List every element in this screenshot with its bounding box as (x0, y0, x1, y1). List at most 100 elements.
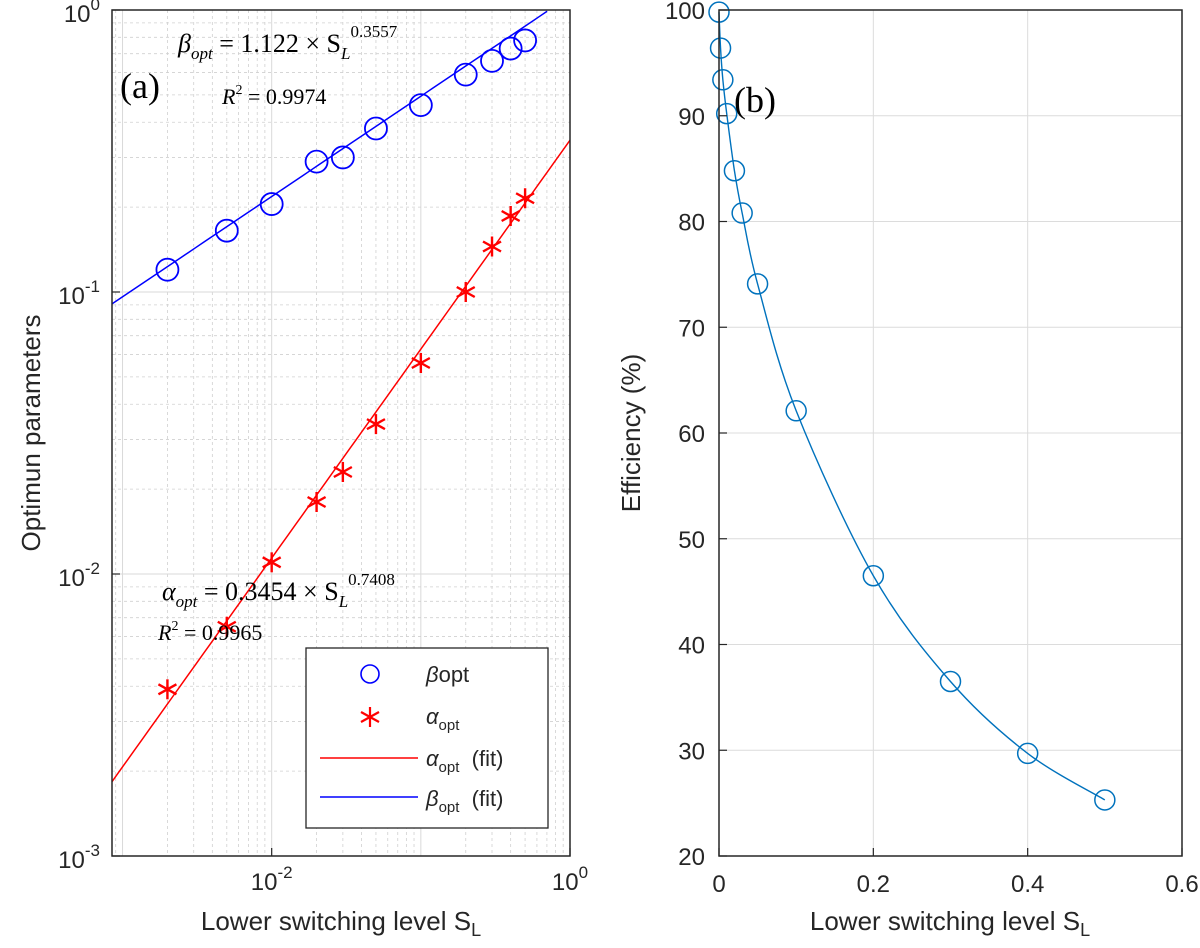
alpha-opt-point (217, 616, 237, 637)
tick-base: 10 (58, 847, 85, 874)
beta-eq-exp: 0.3557 (350, 22, 397, 41)
legend-3-text: (fit) (459, 786, 503, 811)
legend-box (305, 647, 549, 829)
legend-2-text: (fit) (459, 746, 503, 771)
fit-line-beta-opt-fit- (111, 10, 548, 305)
beta-r2-symbol: R (221, 84, 236, 109)
legend-3-sub: opt (439, 799, 461, 816)
panel-a-label: (a) (120, 66, 160, 106)
beta-opt-point (513, 28, 537, 53)
beta-opt-point (214, 218, 239, 243)
alpha-opt-point-stroke (456, 285, 476, 299)
panel-a-x-axis-label: Lower switching level SL (201, 906, 481, 940)
beta-eq-sub2: L (340, 44, 350, 63)
panel-b-xlabel-main: Lower switching level S (810, 906, 1080, 936)
legend-beta-marker-symbol (360, 664, 380, 684)
legend-entry-beta-opt: βopt (425, 662, 469, 687)
panel-b-series-line (718, 12, 1106, 801)
panel-b-ticks: 0 0.2 0.4 0.6 20 30 40 50 60 70 80 90 100 (665, 0, 1199, 898)
alpha-opt-point (157, 679, 178, 700)
tick-exponent: -2 (85, 559, 100, 578)
legend-1-greek: α (426, 704, 440, 729)
alpha-r2-symbol: R (157, 620, 172, 645)
alpha-opt-point-stroke (501, 209, 521, 223)
panel-b-y-tick-label: 50 (678, 527, 705, 554)
panel-b-x-tick-label: 0.2 (857, 871, 890, 898)
tick-exponent: -3 (85, 841, 100, 860)
panel-b-label: (b) (734, 80, 776, 120)
legend-alpha-marker-symbol (360, 707, 380, 727)
panel-b-y-tick-label: 90 (678, 104, 705, 131)
alpha-opt-point-stroke (411, 356, 431, 370)
beta-opt-point (155, 257, 180, 282)
alpha-eq-sub: opt (176, 592, 199, 611)
alpha-opt-point (262, 552, 282, 573)
beta-eq-mid: = 1.122 × S (213, 29, 341, 58)
tick-base: 10 (251, 869, 278, 896)
efficiency-point (712, 69, 734, 91)
beta-r2-sup: 2 (235, 83, 242, 98)
panel-b-y-tick-label: 70 (678, 315, 705, 342)
panel-a-axes-box (111, 9, 571, 857)
panel-b-xlabel-sub: L (1080, 920, 1090, 940)
beta-opt-point (259, 192, 284, 216)
efficiency-point (785, 400, 807, 422)
panel-a-x-tick-label: 100 (552, 863, 588, 896)
panel-a-y-tick-label: 10-2 (58, 559, 100, 592)
alpha-opt-point-stroke (366, 418, 386, 431)
panel-b-y-tick-label: 80 (678, 210, 705, 237)
alpha-eq-mid: = 0.3454 × S (197, 577, 338, 606)
legend-0-text: opt (439, 662, 470, 687)
panel-b-x-tick-label: 0.4 (1011, 871, 1044, 898)
panel-a-markers (155, 28, 537, 700)
legend-2-greek: α (426, 746, 440, 771)
beta-fit-r2: R2 = 0.9974 (221, 83, 326, 109)
beta-opt-point (304, 149, 329, 174)
efficiency-point (862, 565, 885, 587)
alpha-r2-sup: 2 (171, 619, 178, 634)
beta-eq-symbol: β (177, 29, 191, 58)
panel-a-xlabel-main: Lower switching level S (201, 906, 471, 936)
panel-a-y-axis-label: Optimun parameters (16, 315, 46, 552)
beta-opt-point (408, 93, 433, 118)
alpha-opt-point-stroke (515, 192, 535, 205)
panel-a-y-tick-label: 10-1 (58, 277, 100, 310)
alpha-opt-point (366, 414, 386, 435)
panel-a-y-tick-label: 100 (64, 0, 100, 28)
alpha-opt-point-stroke (307, 495, 327, 509)
legend-1-sub: opt (439, 717, 461, 734)
legend: βopt αopt αopt (fit) βopt (fit) (305, 647, 549, 829)
beta-opt-point (498, 36, 523, 61)
panel-b-x-tick-label: 0.6 (1165, 871, 1198, 898)
efficiency-point (709, 37, 732, 59)
panel-a-xlabel-sub: L (471, 920, 481, 940)
panel-a-y-tick-label: 10-3 (58, 841, 100, 874)
efficiency-point (1094, 789, 1116, 811)
alpha-opt-point-stroke (262, 556, 282, 569)
tick-exponent: 0 (91, 0, 100, 14)
panel-b-y-tick-label: 40 (678, 633, 705, 660)
tick-base: 10 (58, 283, 85, 310)
beta-fit-equation: βopt = 1.122 × SL0.3557 (177, 22, 398, 63)
panel-b-x-tick-label: 0 (712, 871, 725, 898)
alpha-opt-point (307, 492, 327, 513)
efficiency-point (746, 273, 769, 295)
legend-2-sub: opt (439, 759, 461, 776)
efficiency-point (731, 202, 753, 224)
efficiency-point (1016, 742, 1039, 765)
tick-exponent: 0 (579, 863, 588, 882)
efficiency-point (723, 159, 746, 182)
alpha-opt-point (501, 205, 521, 226)
legend-3-greek: β (425, 786, 439, 811)
alpha-opt-point (515, 188, 535, 209)
alpha-eq-sub2: L (338, 592, 348, 611)
alpha-fit-equation: αopt = 0.3454 × SL0.7408 (162, 570, 395, 611)
alpha-fit-r2: R2 = 0.9965 (157, 619, 262, 645)
alpha-eq-symbol: α (162, 577, 177, 606)
legend-entry-alpha-opt: αopt (426, 704, 460, 734)
panel-b: 0 0.2 0.4 0.6 20 30 40 50 60 70 80 90 100 (b) Lower … (616, 0, 1199, 940)
panel-b-y-tick-label: 100 (665, 0, 705, 25)
beta-opt-point (330, 145, 355, 170)
